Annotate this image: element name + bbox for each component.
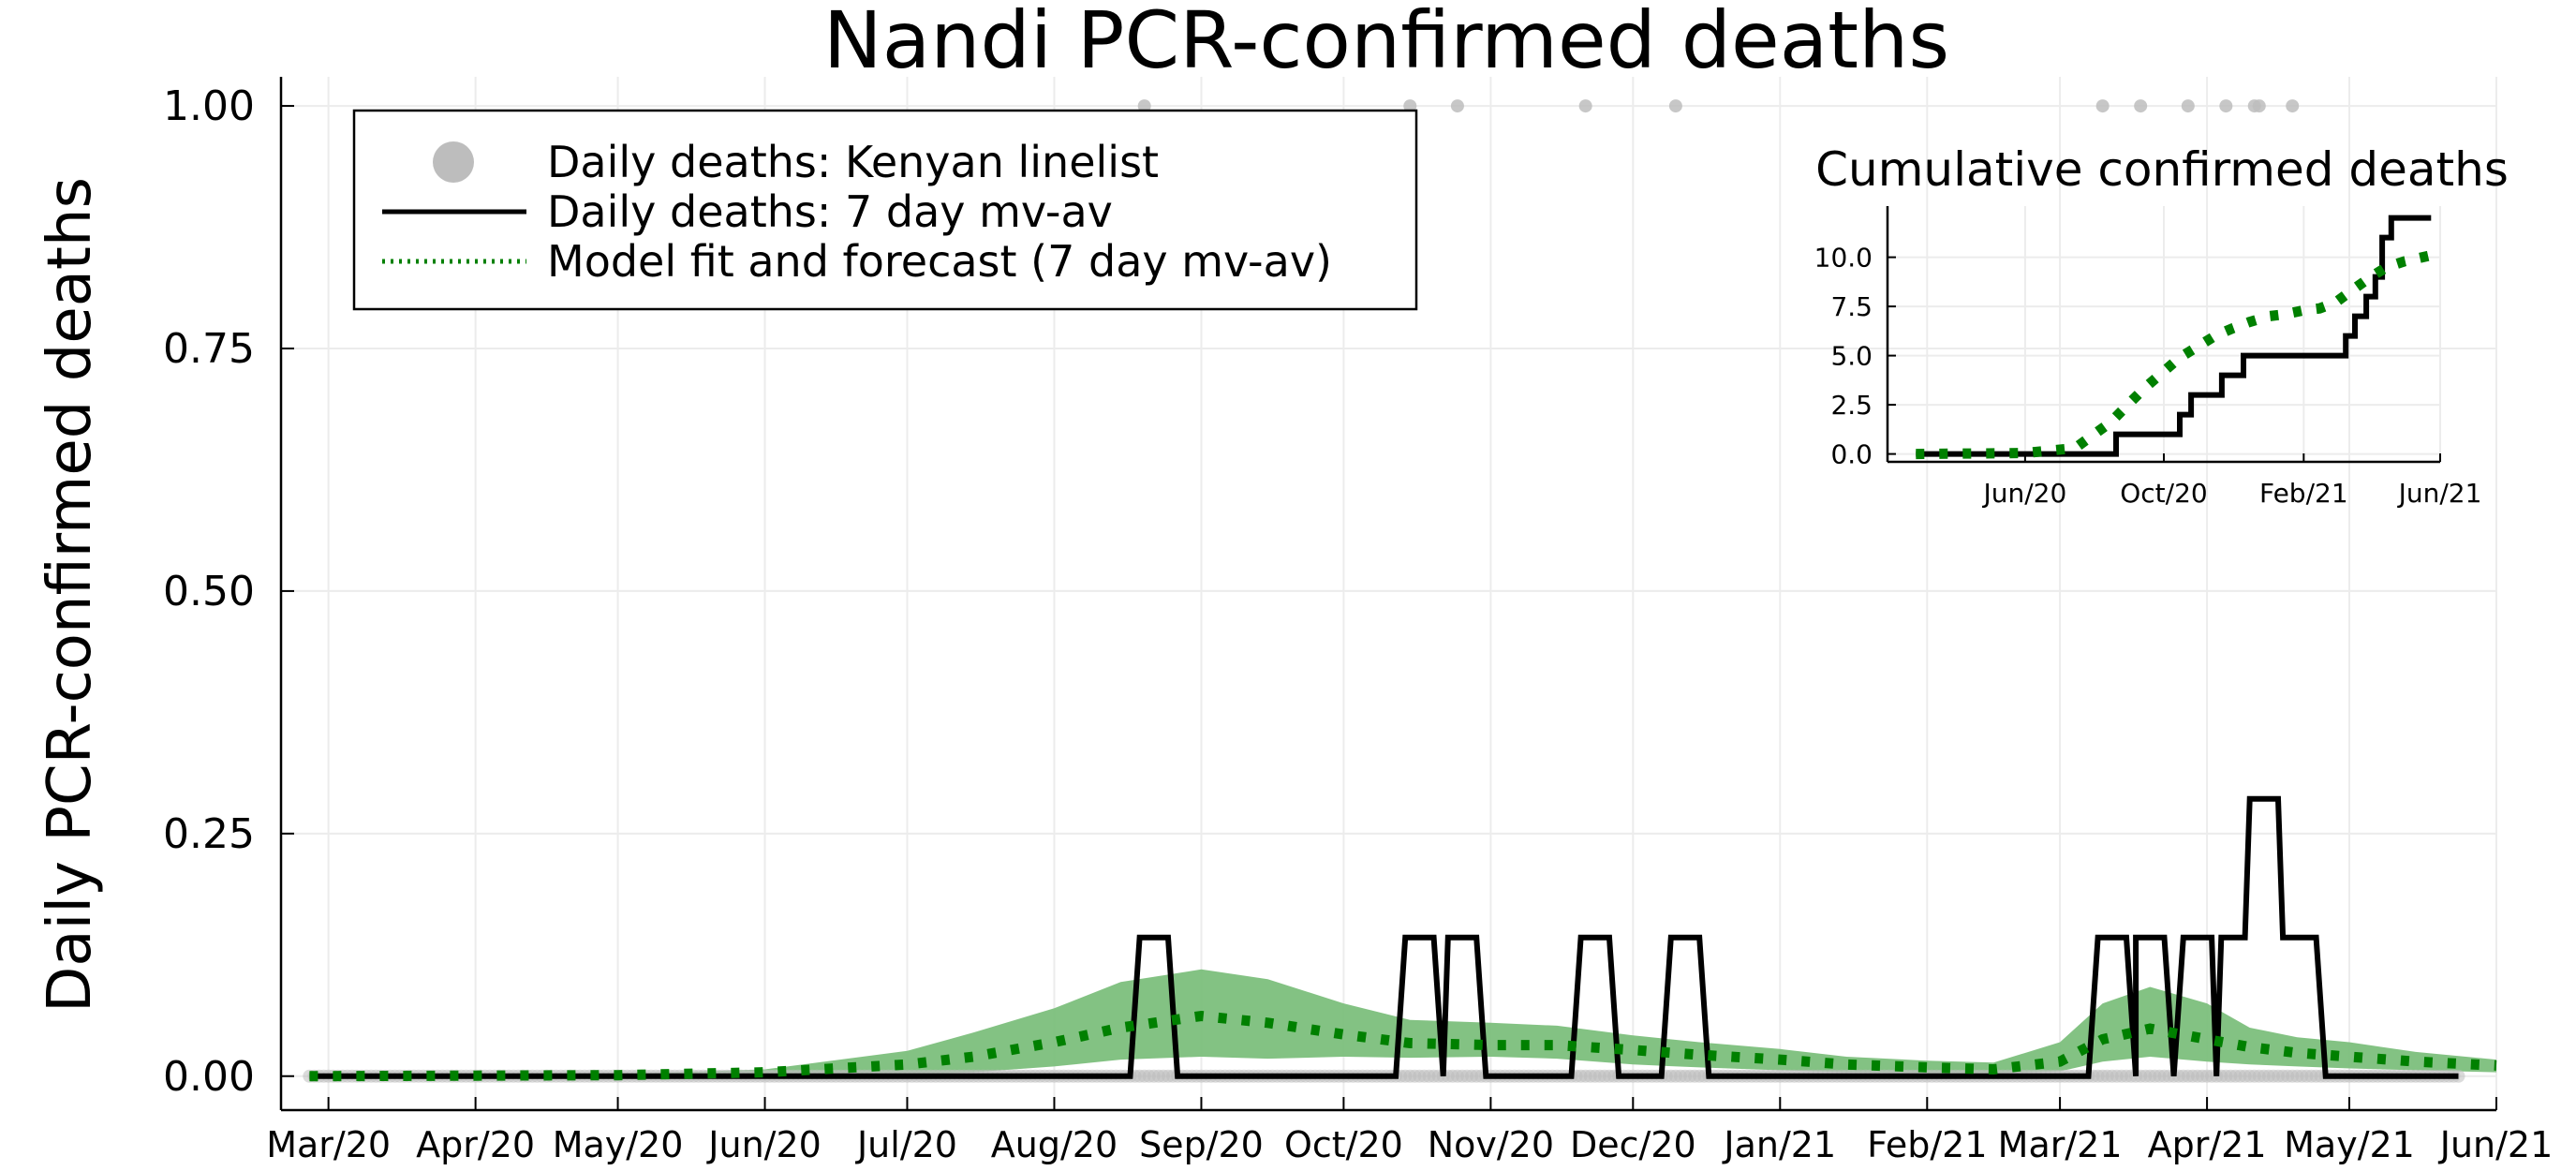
inset-chart: Cumulative confirmed deaths Jun/20 Oct/20… [1814, 142, 2509, 509]
linelist-death-point [2134, 99, 2148, 113]
main-x-tick-label: Oct/20 [1284, 1124, 1403, 1165]
inset-y-tick-label: 2.5 [1830, 390, 1873, 421]
model-fit-series [309, 1010, 2497, 1082]
inset-x-tick-label: Jun/20 [1981, 478, 2066, 509]
main-x-tick-label: Apr/21 [2148, 1124, 2267, 1165]
main-x-tick-label: Mar/21 [1998, 1124, 2123, 1165]
main-plot: Mar/20 Apr/20 May/20 Jun/20 Jul/20 Aug/20 Sep/… [163, 77, 2553, 1165]
linelist-death-point [1403, 99, 1417, 113]
linelist-death-point [1578, 99, 1592, 113]
main-x-tick-label: Mar/20 [266, 1124, 391, 1165]
legend-label-linelist: Daily deaths: Kenyan linelist [547, 137, 1159, 187]
main-x-tick-label: May/20 [553, 1124, 684, 1165]
main-x-tick-label: Jul/20 [855, 1124, 957, 1165]
main-model-fit-line [309, 1010, 2497, 1082]
main-x-tick-label: Nov/20 [1428, 1124, 1554, 1165]
inset-x-tick-label: Oct/20 [2120, 478, 2207, 509]
inset-x-tick-label: Jun/21 [2397, 478, 2482, 509]
main-axes [279, 77, 2496, 1112]
main-y-tick-label: 0.25 [163, 810, 255, 858]
main-x-tick-label: Apr/20 [416, 1124, 535, 1165]
inset-model-fit-line [1916, 250, 2433, 460]
main-chart-title: Nandi PCR-confirmed deaths [823, 0, 1949, 86]
legend-box [352, 109, 1418, 311]
inset-x-tick-label: Feb/21 [2259, 478, 2348, 509]
linelist-death-point [2095, 99, 2110, 113]
main-x-ticks: Mar/20 Apr/20 May/20 Jun/20 Jul/20 Aug/20 Sep/… [266, 1097, 2553, 1165]
linelist-death-point [1450, 99, 1464, 113]
linelist-death-point [2252, 99, 2266, 113]
linelist-death-point [1137, 99, 1151, 113]
inset-model-fit-series [1916, 250, 2433, 460]
main-x-tick-label: Dec/20 [1570, 1124, 1696, 1165]
main-deaths-line [309, 795, 2459, 1079]
inset-chart-title: Cumulative confirmed deaths [1815, 142, 2509, 197]
inset-y-tick-label: 5.0 [1830, 341, 1873, 372]
linelist-death-point [2219, 99, 2233, 113]
main-x-tick-label: May/21 [2284, 1124, 2415, 1165]
main-x-tick-label: Jun/20 [706, 1124, 822, 1165]
main-x-tick-label: Jan/21 [1722, 1124, 1836, 1165]
inset-grid [1888, 206, 2441, 462]
main-y-tick-label: 0.00 [163, 1053, 255, 1101]
main-y-tick-label: 0.75 [163, 325, 255, 373]
main-y-axis-label: Daily PCR-confirmed deaths [36, 177, 105, 1013]
legend: Daily deaths: Kenyan linelist Daily deat… [352, 109, 1418, 311]
main-x-tick-label: Feb/21 [1867, 1124, 1987, 1165]
linelist-death-point [2181, 99, 2195, 113]
inset-y-ticks: 0.0 2.5 5.0 7.5 10.0 [1814, 243, 1896, 470]
inset-x-ticks: Jun/20 Oct/20 Feb/21 Jun/21 [1981, 453, 2481, 509]
main-y-tick-label: 1.00 [163, 82, 255, 130]
linelist-death-point [2286, 99, 2300, 113]
model-uncertainty-band [309, 969, 2497, 1076]
moving-average-series [309, 795, 2459, 1079]
main-x-tick-label: Sep/20 [1139, 1124, 1264, 1165]
main-x-tick-label: Jun/21 [2438, 1124, 2554, 1165]
main-y-ticks: 0.00 0.25 0.50 0.75 1.00 [163, 82, 294, 1101]
main-y-tick-label: 0.50 [163, 568, 255, 615]
inset-y-tick-label: 7.5 [1830, 291, 1873, 322]
inset-y-tick-label: 0.0 [1830, 439, 1873, 470]
legend-marker-linelist [433, 141, 474, 183]
linelist-death-point [1668, 99, 1682, 113]
legend-label-moving-average: Daily deaths: 7 day mv-av [547, 186, 1113, 237]
inset-y-tick-label: 10.0 [1814, 243, 1873, 274]
model-uncertainty-area [309, 969, 2497, 1076]
legend-label-model-fit: Model fit and forecast (7 day mv-av) [547, 236, 1332, 287]
main-x-tick-label: Aug/20 [991, 1124, 1118, 1165]
